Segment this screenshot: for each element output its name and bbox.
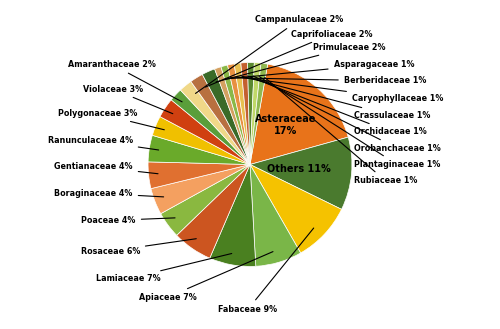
- Wedge shape: [202, 69, 250, 164]
- Text: Crassulaceae 1%: Crassulaceae 1%: [242, 76, 430, 120]
- Wedge shape: [151, 164, 250, 214]
- Text: Gentianaceae 4%: Gentianaceae 4%: [54, 162, 158, 174]
- Text: Apiaceae 7%: Apiaceae 7%: [139, 252, 273, 301]
- Text: Fabaceae 9%: Fabaceae 9%: [218, 228, 314, 314]
- Wedge shape: [214, 67, 250, 164]
- Wedge shape: [152, 117, 250, 164]
- Wedge shape: [171, 90, 250, 164]
- Text: Orchidaceae 1%: Orchidaceae 1%: [248, 76, 426, 137]
- Wedge shape: [250, 137, 352, 209]
- Wedge shape: [250, 164, 342, 253]
- Text: Polygonaceae 3%: Polygonaceae 3%: [58, 109, 164, 130]
- Wedge shape: [234, 63, 250, 164]
- Wedge shape: [148, 135, 250, 164]
- Text: Primulaceae 2%: Primulaceae 2%: [216, 43, 386, 82]
- Text: Rubiaceae 1%: Rubiaceae 1%: [265, 78, 418, 185]
- Text: Poaceae 4%: Poaceae 4%: [82, 216, 175, 225]
- Text: Caprifoliaceae 2%: Caprifoliaceae 2%: [206, 30, 372, 87]
- Wedge shape: [250, 164, 300, 266]
- Wedge shape: [250, 63, 268, 164]
- Text: Berberidaceae 1%: Berberidaceae 1%: [230, 76, 426, 86]
- Wedge shape: [221, 65, 250, 164]
- Wedge shape: [191, 74, 250, 164]
- Text: Amaranthaceae 2%: Amaranthaceae 2%: [68, 60, 182, 102]
- Text: Ranunculaceae 4%: Ranunculaceae 4%: [48, 136, 158, 150]
- Wedge shape: [250, 64, 348, 164]
- Text: Rosaceae 6%: Rosaceae 6%: [80, 239, 196, 256]
- Wedge shape: [248, 63, 254, 164]
- Text: Plantaginaceae 1%: Plantaginaceae 1%: [259, 77, 440, 169]
- Text: Orobanchaceae 1%: Orobanchaceae 1%: [254, 76, 440, 153]
- Wedge shape: [241, 63, 250, 164]
- Text: Lamiaceae 7%: Lamiaceae 7%: [96, 254, 232, 283]
- Wedge shape: [160, 100, 250, 164]
- Wedge shape: [210, 164, 256, 266]
- Wedge shape: [176, 164, 250, 258]
- Text: Asparagaceae 1%: Asparagaceae 1%: [224, 60, 414, 79]
- Wedge shape: [148, 162, 250, 189]
- Wedge shape: [160, 164, 250, 235]
- Wedge shape: [228, 64, 250, 164]
- Text: Violaceae 3%: Violaceae 3%: [83, 85, 173, 114]
- Text: Campanulaceae 2%: Campanulaceae 2%: [196, 15, 344, 93]
- Text: Boraginaceae 4%: Boraginaceae 4%: [54, 189, 164, 197]
- Text: Caryophyllaceae 1%: Caryophyllaceae 1%: [236, 77, 444, 103]
- Wedge shape: [250, 63, 261, 164]
- Wedge shape: [180, 82, 250, 164]
- Text: Others 11%: Others 11%: [267, 164, 330, 174]
- Text: Asteraceae
17%: Asteraceae 17%: [255, 114, 316, 136]
